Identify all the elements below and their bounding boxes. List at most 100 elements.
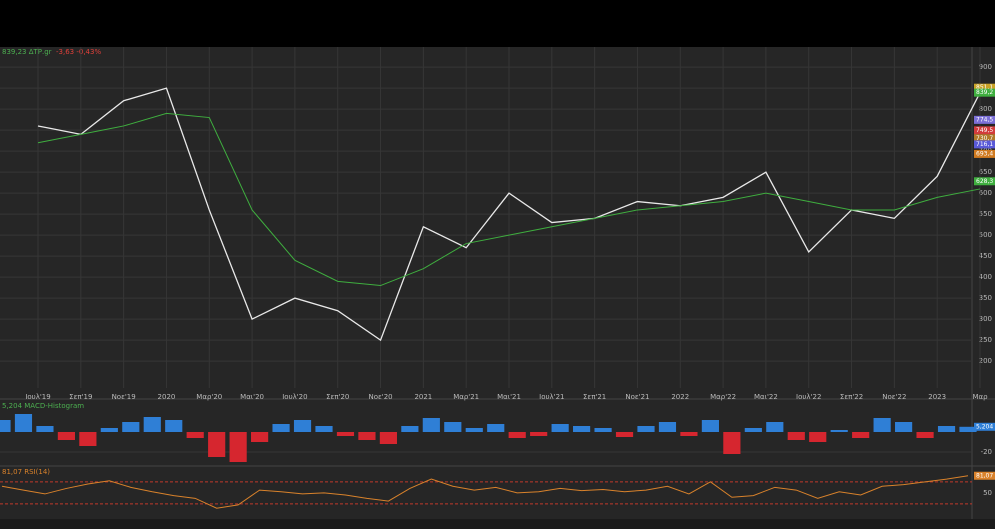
price-tag (974, 115, 995, 124)
price-tag-label: 628,3 (976, 178, 993, 185)
histogram-bar (315, 426, 333, 432)
y-tick-label: 200 (979, 357, 992, 365)
histogram-bar (272, 424, 290, 432)
x-tick-label: Ιουλ'19 (25, 393, 50, 401)
x-tick-label: Σεπ'20 (326, 393, 349, 401)
price-tag (974, 88, 995, 97)
histogram-bar (401, 426, 419, 432)
price-tag-label: 749,5 (976, 127, 993, 134)
last-tag (974, 422, 995, 431)
price-tag-label: 716,1 (976, 141, 993, 148)
y-tick-label: 450 (979, 252, 992, 260)
y-tick-label: 550 (979, 210, 992, 218)
price-tag (974, 140, 995, 149)
histogram-bar (701, 420, 719, 432)
histogram-bar (895, 422, 913, 432)
histogram-bar (830, 430, 848, 432)
y-tick-label: 300 (979, 315, 992, 323)
histogram-bar (229, 432, 247, 462)
x-tick-label: 2021 (414, 393, 432, 401)
y-tick-label: 600 (979, 189, 992, 197)
top-bar (0, 0, 995, 47)
x-tick-label: Ιουλ'21 (539, 393, 564, 401)
price-tag-label: 839,2 (976, 89, 993, 96)
histogram-bar (444, 422, 462, 432)
histogram-bar (937, 426, 956, 432)
histogram-bar (766, 422, 784, 432)
y-tick-label: 250 (979, 336, 992, 344)
histogram-bar (293, 420, 312, 432)
x-tick-label: Μαρ'22 (710, 393, 736, 401)
histogram-bar (723, 432, 741, 454)
price-tag (974, 177, 995, 186)
x-tick-label: Μαρ'20 (196, 393, 222, 401)
y-tick-label: 900 (979, 63, 992, 71)
y-tick-label: 400 (979, 273, 992, 281)
histogram-bar (916, 432, 934, 438)
x-tick-label: 2020 (158, 393, 176, 401)
histogram-bar (852, 432, 870, 438)
histogram-bar (530, 432, 548, 436)
histogram-bar (57, 432, 75, 440)
histogram-bar (422, 418, 440, 432)
price-line (37, 112, 981, 287)
histogram-bar (79, 432, 97, 446)
histogram-bar (658, 422, 677, 432)
x-tick-label: Νοε'21 (625, 393, 649, 401)
x-tick-label: Νοε'22 (882, 393, 906, 401)
last-tag-label: 81,07 (976, 472, 993, 479)
histogram-bar (594, 428, 612, 432)
price-tag-label: 774,5 (976, 116, 993, 123)
histogram-bar (637, 426, 655, 432)
x-tick-label: 2023 (928, 393, 946, 401)
histogram-bar (14, 414, 33, 432)
last-tag-label: 5,204 (976, 423, 993, 430)
histogram-bar (873, 418, 891, 432)
price-tag (974, 83, 995, 92)
price-tag (974, 149, 995, 158)
x-tick-label: Σεπ'22 (840, 393, 863, 401)
x-tick-label: Μαρ (972, 393, 988, 401)
histogram-bar (787, 432, 805, 440)
histogram-bar (0, 420, 11, 432)
histogram-bar (100, 428, 118, 432)
x-tick-label: Νοε'20 (368, 393, 392, 401)
histogram-bar (487, 424, 505, 432)
y-tick-label: -20 (981, 448, 992, 456)
toolbar (0, 519, 995, 529)
x-tick-label: Νοε'19 (112, 393, 136, 401)
macd-title: 5,204 MACD-Histogram (2, 402, 84, 410)
x-tick-label: Σεπ'19 (69, 393, 92, 401)
histogram-bar (615, 432, 634, 437)
histogram-bar (165, 420, 183, 432)
histogram-bar (251, 432, 269, 442)
histogram-bar (744, 428, 762, 432)
price-change: -3,63 -0,43% (56, 48, 101, 56)
chart-bg (0, 47, 995, 519)
histogram-bar (809, 432, 827, 442)
x-tick-label: 2022 (671, 393, 689, 401)
x-tick-label: Μαι'22 (754, 393, 778, 401)
x-tick-label: Ιουλ'22 (796, 393, 821, 401)
price-tag-label: 851,1 (976, 84, 993, 91)
price-line (37, 87, 981, 342)
histogram-bar (465, 428, 483, 432)
histogram-bar (186, 432, 204, 438)
x-tick-label: Μαι'21 (497, 393, 521, 401)
price-tag-label: 693,4 (976, 150, 993, 157)
histogram-bar (379, 432, 397, 444)
last-tag (974, 471, 995, 480)
price-line (1, 475, 969, 509)
histogram-bar (122, 422, 140, 432)
histogram-bar (336, 432, 355, 436)
histogram-bar (358, 432, 376, 440)
y-tick-label: 650 (979, 168, 992, 176)
rsi-title: 81,07 RSI(14) (2, 468, 50, 476)
x-tick-label: Ιουλ'20 (282, 393, 307, 401)
histogram-bar (680, 432, 698, 436)
y-tick-label: 50 (983, 489, 992, 497)
histogram-bar (573, 426, 591, 432)
price-title: 839,23 ΔΤΡ.gr (2, 48, 52, 56)
price-tag (974, 126, 995, 135)
